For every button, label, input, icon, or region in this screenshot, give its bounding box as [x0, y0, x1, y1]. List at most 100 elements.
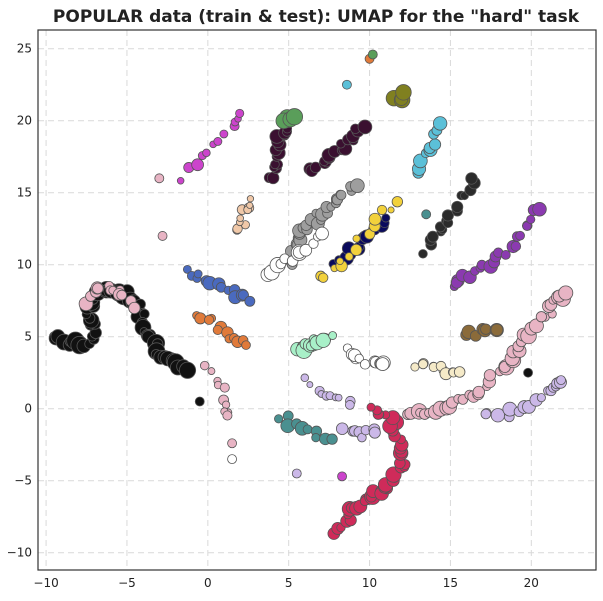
scatter-point	[472, 385, 486, 399]
scatter-point	[219, 129, 229, 139]
scatter-point	[227, 438, 237, 449]
scatter-point	[395, 84, 412, 101]
scatter-point	[344, 400, 355, 410]
scatter-point	[375, 357, 390, 371]
scatter-point	[515, 230, 525, 241]
scatter-point	[182, 264, 192, 274]
scatter-point	[194, 396, 205, 407]
x-tick-label: −5	[118, 576, 136, 590]
scatter-point	[432, 116, 448, 131]
scatter-point	[274, 414, 284, 424]
scatter-point	[315, 226, 329, 241]
scatter-point	[532, 202, 547, 217]
scatter-point	[227, 454, 237, 465]
scatter-point	[315, 332, 331, 348]
y-tick-label: 20	[17, 114, 32, 128]
scatter-point	[235, 108, 245, 118]
scatter-point	[285, 108, 304, 126]
scatter-point	[391, 196, 404, 208]
scatter-point	[336, 257, 344, 266]
scatter-point	[342, 79, 352, 90]
scatter-point	[354, 353, 364, 364]
scatter-point	[480, 408, 492, 420]
scatter-point	[376, 204, 388, 216]
x-tick-label: −10	[33, 576, 58, 590]
scatter-point	[128, 301, 141, 315]
scatter-point	[418, 359, 429, 370]
scatter-point	[500, 249, 511, 260]
y-tick-label: −5	[14, 474, 32, 488]
scatter-point	[366, 402, 376, 412]
scatter-point	[246, 201, 254, 209]
x-tick-label: 15	[443, 576, 458, 590]
scatter-point	[219, 382, 230, 393]
x-tick-label: 5	[285, 576, 293, 590]
scatter-point	[244, 295, 256, 307]
scatter-point	[480, 323, 492, 335]
scatter-point	[236, 214, 244, 223]
scatter-point	[116, 289, 128, 301]
scatter-point	[212, 324, 223, 335]
x-tick-label: 0	[204, 576, 212, 590]
scatter-point	[526, 214, 536, 225]
scatter-points	[48, 49, 574, 540]
scatter-point	[306, 381, 314, 389]
scatter-point	[387, 206, 395, 214]
y-tick-label: 15	[17, 186, 32, 200]
scatter-point	[92, 282, 104, 295]
scatter-point	[213, 137, 223, 146]
scatter-point	[241, 340, 251, 350]
scatter-point	[510, 241, 522, 252]
chart-title: POPULAR data (train & test): UMAP for th…	[53, 7, 580, 27]
scatter-point	[441, 209, 454, 222]
scatter-point	[266, 171, 280, 185]
x-tick-label: 20	[524, 576, 539, 590]
scatter-point	[352, 234, 361, 243]
scatter-point	[154, 173, 165, 184]
scatter-point	[335, 189, 347, 201]
scatter-point	[291, 468, 302, 479]
scatter-point	[359, 359, 371, 370]
y-tick-label: 25	[17, 42, 32, 56]
scatter-point	[535, 311, 547, 323]
scatter-point	[426, 230, 439, 243]
scatter-point	[311, 433, 321, 443]
scatter-point	[465, 172, 478, 185]
scatter-point	[222, 410, 233, 421]
scatter-point	[176, 176, 185, 185]
scatter-point	[246, 195, 255, 203]
scatter-point	[191, 158, 204, 172]
scatter-point	[302, 424, 313, 435]
scatter-point	[453, 366, 466, 378]
scatter-point	[334, 393, 343, 402]
scatter-point	[199, 360, 210, 371]
scatter-point	[429, 138, 442, 151]
scatter-point	[451, 200, 464, 213]
scatter-point	[328, 331, 338, 340]
scatter-point	[536, 393, 546, 403]
scatter-point	[350, 178, 365, 194]
x-tick-label: 10	[362, 576, 377, 590]
scatter-point	[308, 238, 319, 249]
plot-frame	[37, 29, 597, 571]
scatter-point	[368, 426, 381, 439]
scatter-point	[418, 249, 428, 259]
y-tick-label: 0	[24, 402, 32, 416]
scatter-point	[194, 312, 207, 325]
scatter-point	[178, 361, 197, 379]
scatter-point	[483, 369, 497, 382]
scatter-point	[490, 323, 504, 337]
scatter-point	[410, 362, 420, 372]
scatter-point	[221, 400, 231, 409]
scatter-point	[381, 213, 391, 223]
y-tick-label: 5	[24, 330, 32, 344]
scatter-point	[421, 209, 432, 220]
scatter-point	[357, 119, 373, 135]
scatter-point	[202, 148, 211, 158]
scatter-point	[299, 243, 313, 257]
scatter-point	[193, 269, 203, 279]
scatter-point	[300, 373, 310, 383]
scatter-point	[318, 272, 329, 283]
